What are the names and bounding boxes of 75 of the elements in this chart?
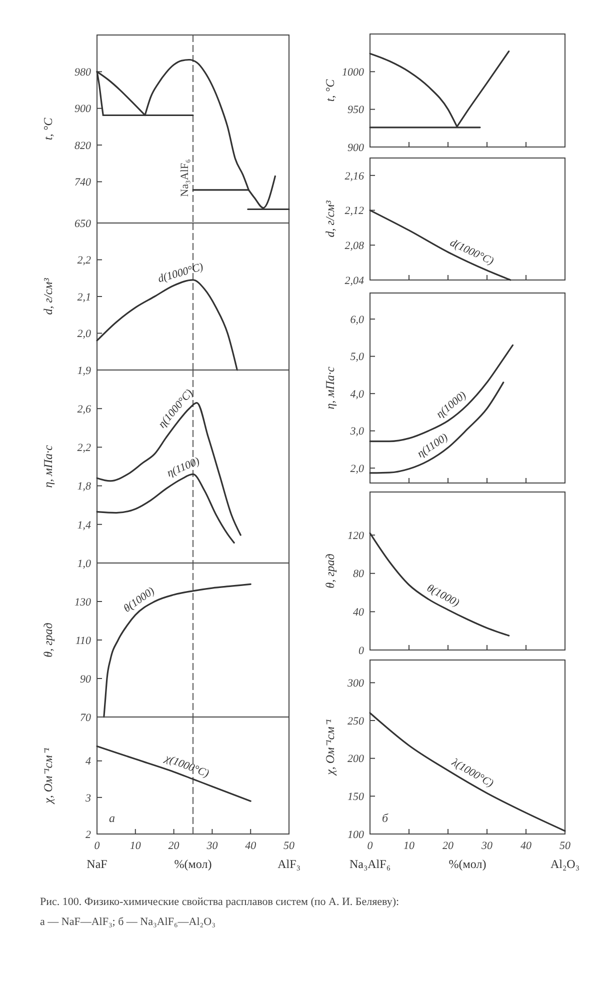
annotation: б: [382, 811, 389, 825]
text: NaF: [86, 857, 108, 871]
y-tick-label: 950: [348, 104, 364, 116]
y-tick-label: 2,12: [344, 205, 364, 218]
x-tick-label: 30: [206, 840, 218, 852]
y-tick-label: 1,9: [77, 364, 92, 377]
x-tick-label: 50: [284, 840, 295, 852]
y-tick-label: 40: [353, 606, 364, 619]
x-tick-label: 0: [367, 840, 374, 852]
text: а — NaF—AlF₃; б — Na₃AlF₆—Al₂O₃: [40, 916, 216, 928]
y-tick-label: 900: [74, 103, 92, 116]
y-tick-label: 1,0: [77, 558, 92, 570]
y-tick-label: 2,6: [77, 403, 92, 416]
x-tick-label: 30: [480, 840, 493, 852]
x-tick-label: 10: [130, 840, 142, 852]
y-tick-label: 1,8: [77, 480, 92, 493]
x-tick-label: 0: [94, 840, 100, 852]
y-tick-label: 300: [346, 678, 364, 690]
y-tick-label: 5,0: [350, 351, 364, 364]
y-axis-title: d, г/см³: [323, 200, 337, 238]
y-axis-title: θ, град: [41, 622, 55, 658]
y-tick-label: 2,0: [350, 462, 364, 475]
y-tick-label: 6,0: [350, 314, 364, 326]
y-axis-title: χ, Ом⁻¹см⁻¹: [41, 747, 55, 804]
ref-line-label: Na₃AlF₆: [179, 159, 191, 197]
x-tick-label: 10: [404, 840, 415, 852]
y-tick-label: 1,4: [77, 519, 92, 532]
y-tick-label: 650: [74, 218, 92, 230]
y-tick-label: 120: [348, 530, 364, 542]
y-tick-label: 70: [80, 712, 92, 724]
x-tick-label: 20: [442, 840, 454, 852]
text: Al₂O₃: [550, 857, 580, 871]
y-tick-label: 200: [348, 753, 364, 766]
y-tick-label: 2,0: [77, 328, 92, 340]
y-axis-title: η, мПа·с: [41, 444, 55, 488]
y-axis-title: t, °C: [323, 78, 337, 102]
y-axis-title: t, °C: [41, 116, 55, 140]
y-tick-label: 820: [74, 140, 92, 152]
y-tick-label: 4: [86, 756, 92, 768]
y-tick-label: 110: [75, 634, 92, 647]
y-tick-label: 2,08: [344, 240, 364, 252]
x-tick-label: 40: [520, 840, 532, 852]
y-tick-label: 130: [74, 596, 92, 608]
annotation: а: [109, 811, 115, 825]
x-tick-label: 50: [560, 840, 571, 852]
text: AlF₃: [278, 857, 300, 871]
y-tick-label: 980: [74, 66, 92, 79]
y-tick-label: 3,0: [349, 426, 364, 438]
y-tick-label: 2,2: [77, 254, 92, 267]
text: Рис. 100. Физико-химические свойства расплавов систем (по А. И. Беляеву):: [40, 896, 400, 908]
y-tick-label: 90: [80, 673, 92, 686]
x-tick-label: 40: [245, 840, 257, 852]
y-tick-label: 4,0: [350, 388, 364, 400]
y-tick-label: 2,04: [344, 274, 364, 287]
y-axis-title: θ, град: [323, 554, 337, 588]
y-tick-label: 2: [86, 828, 92, 841]
y-tick-label: 2,1: [77, 291, 91, 304]
x-axis-title: %(мол): [174, 857, 212, 871]
y-tick-label: 2,2: [77, 442, 92, 454]
y-tick-label: 3: [84, 792, 92, 804]
y-tick-label: 2,16: [344, 170, 364, 182]
x-axis-title: %(мол): [448, 857, 486, 871]
y-tick-label: 100: [348, 828, 364, 841]
text: Na₃AlF₆: [349, 857, 391, 871]
y-tick-label: 1000: [342, 66, 364, 79]
y-axis-title: η, мПа·с: [323, 366, 337, 410]
x-tick-label: 20: [168, 840, 180, 852]
y-tick-label: 150: [348, 791, 364, 804]
y-axis-title: d, г/см³: [41, 278, 55, 315]
y-axis-title: χ, Ом⁻¹см⁻¹: [323, 718, 337, 776]
y-tick-label: 80: [353, 568, 364, 580]
y-tick-label: 250: [348, 715, 364, 728]
y-tick-label: 740: [74, 176, 92, 189]
y-tick-label: 900: [348, 142, 364, 154]
y-tick-label: 0: [358, 644, 364, 657]
